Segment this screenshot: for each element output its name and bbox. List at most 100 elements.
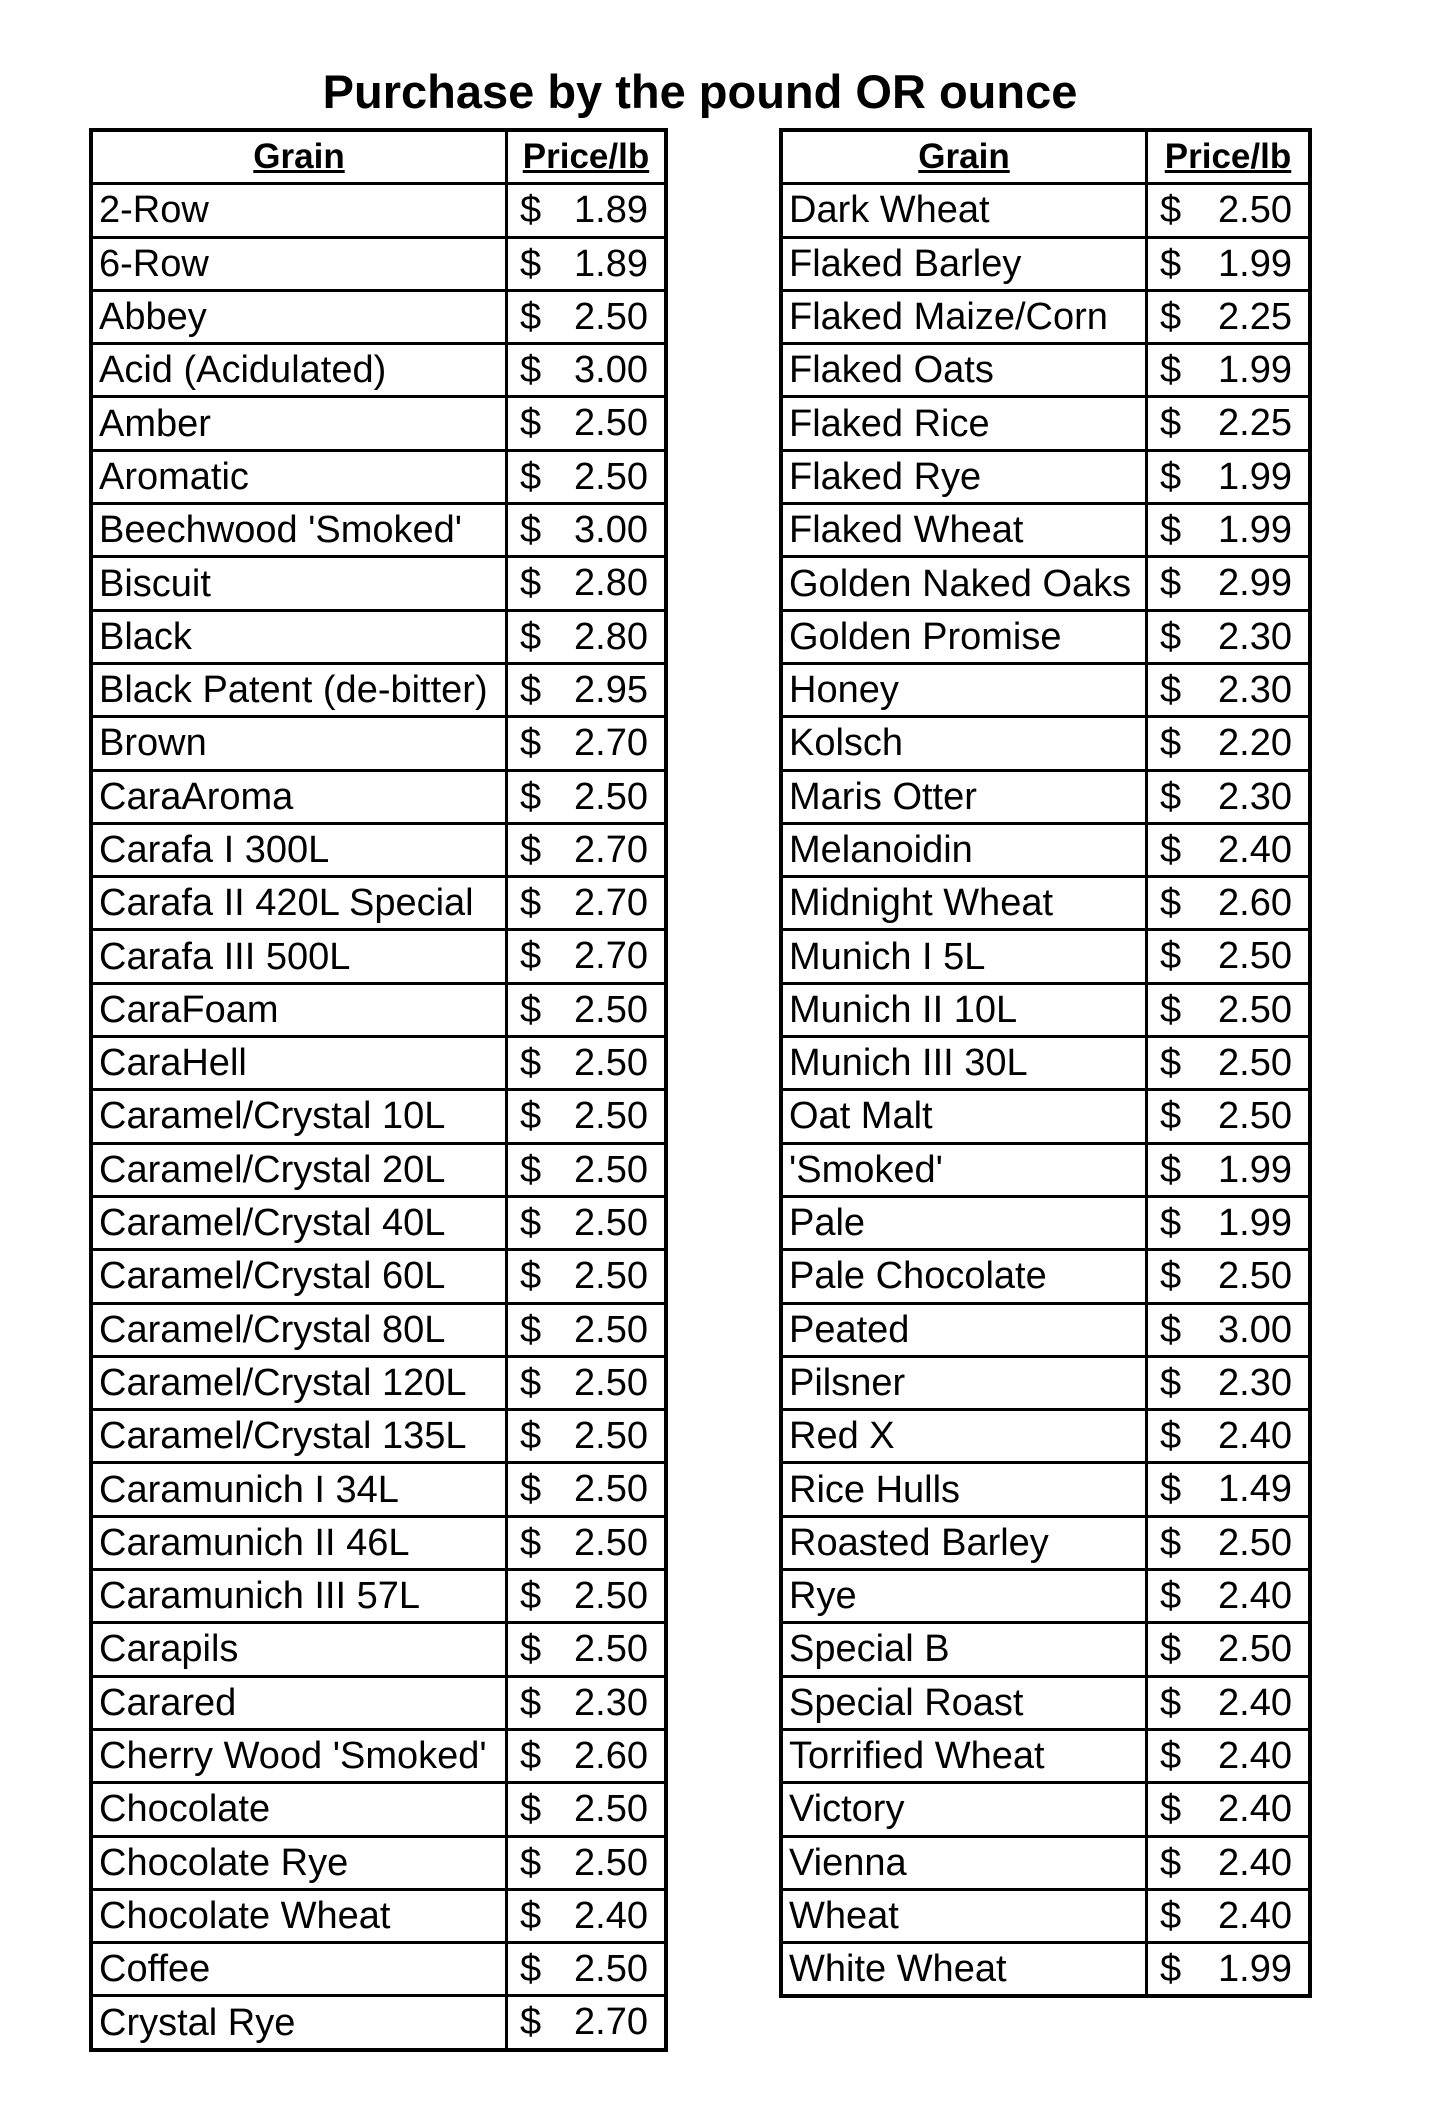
currency-symbol: $ xyxy=(1160,1734,1182,1777)
price-value: 3.00 xyxy=(1218,1308,1292,1351)
grain-name: CaraAroma xyxy=(89,768,508,825)
price-value: 2.70 xyxy=(574,935,648,978)
price-value: 2.50 xyxy=(1218,1628,1292,1671)
currency-symbol: $ xyxy=(520,1521,542,1564)
table-row: Rye $2.40 xyxy=(779,1568,1312,1625)
currency-symbol: $ xyxy=(520,189,542,232)
currency-symbol: $ xyxy=(520,1734,542,1777)
table-row: Peated $3.00 xyxy=(779,1301,1312,1358)
price-cell: $2.60 xyxy=(505,1727,668,1785)
grain-name: Torrified Wheat xyxy=(779,1727,1148,1785)
currency-symbol: $ xyxy=(1160,1575,1182,1618)
grain-name: Munich III 30L xyxy=(779,1035,1148,1092)
table-row: Caramel/Crystal 20L $2.50 xyxy=(89,1141,668,1198)
grain-name: Flaked Barley xyxy=(779,235,1148,292)
table-row: Vienna $2.40 xyxy=(779,1834,1312,1891)
price-cell: $2.40 xyxy=(1145,1568,1312,1625)
price-column-header: Price/lb xyxy=(1145,128,1312,186)
price-cell: $2.20 xyxy=(1145,715,1312,772)
currency-symbol: $ xyxy=(520,455,542,498)
price-value: 3.00 xyxy=(574,349,648,392)
table-row: Pale Chocolate $2.50 xyxy=(779,1248,1312,1305)
currency-symbol: $ xyxy=(520,2001,542,2044)
currency-symbol: $ xyxy=(520,828,542,871)
table-row: Special Roast $2.40 xyxy=(779,1674,1312,1731)
currency-symbol: $ xyxy=(520,1894,542,1937)
table-row: Maris Otter $2.30 xyxy=(779,768,1312,825)
table-row: Coffee $2.50 xyxy=(89,1941,668,1998)
price-value: 2.50 xyxy=(1218,1095,1292,1138)
grain-name: Caramel/Crystal 80L xyxy=(89,1301,508,1358)
price-value: 1.99 xyxy=(1218,455,1292,498)
grain-name: Beechwood 'Smoked' xyxy=(89,502,508,559)
table-row: Caramel/Crystal 60L $2.50 xyxy=(89,1248,668,1305)
price-cell: $2.50 xyxy=(1145,1088,1312,1145)
table-row: Flaked Oats $1.99 xyxy=(779,342,1312,399)
grain-name: Honey xyxy=(779,661,1148,719)
price-value: 2.50 xyxy=(574,1948,648,1991)
price-cell: $2.50 xyxy=(1145,1035,1312,1092)
grain-name: Golden Promise xyxy=(779,608,1148,665)
currency-symbol: $ xyxy=(1160,349,1182,392)
table-row: Flaked Rye $1.99 xyxy=(779,448,1312,506)
currency-symbol: $ xyxy=(520,1148,542,1191)
price-value: 2.50 xyxy=(1218,1521,1292,1564)
grain-name: Victory xyxy=(779,1781,1148,1838)
price-value: 2.50 xyxy=(574,1628,648,1671)
price-cell: $2.30 xyxy=(1145,1354,1312,1412)
grain-name: Caramel/Crystal 135L xyxy=(89,1408,508,1465)
currency-symbol: $ xyxy=(1160,1201,1182,1244)
currency-symbol: $ xyxy=(520,1628,542,1671)
table-row: Abbey $2.50 xyxy=(89,288,668,346)
grain-name: Kolsch xyxy=(779,715,1148,772)
price-cell: $1.99 xyxy=(1145,342,1312,399)
price-cell: $2.30 xyxy=(1145,661,1312,719)
table-row: Rice Hulls $1.49 xyxy=(779,1461,1312,1518)
price-cell: $2.25 xyxy=(1145,395,1312,452)
currency-symbol: $ xyxy=(520,1788,542,1831)
table-row: Carapils $2.50 xyxy=(89,1621,668,1678)
currency-symbol: $ xyxy=(520,722,542,765)
table-row: Crystal Rye $2.70 xyxy=(89,1994,668,2052)
currency-symbol: $ xyxy=(1160,1415,1182,1458)
price-cell: $2.40 xyxy=(1145,1674,1312,1731)
grain-name: Caramel/Crystal 20L xyxy=(89,1141,508,1198)
table-row: Amber $2.50 xyxy=(89,395,668,452)
price-value: 2.50 xyxy=(1218,189,1292,232)
currency-symbol: $ xyxy=(520,988,542,1031)
currency-symbol: $ xyxy=(1160,562,1182,605)
price-cell: $2.70 xyxy=(505,821,668,879)
price-cell: $2.50 xyxy=(505,1834,668,1891)
table-row: Special B $2.50 xyxy=(779,1621,1312,1678)
currency-symbol: $ xyxy=(1160,615,1182,658)
table-row: Caramel/Crystal 10L $2.50 xyxy=(89,1088,668,1145)
table-row: Munich III 30L $2.50 xyxy=(779,1035,1312,1092)
price-value: 2.25 xyxy=(1218,402,1292,445)
price-cell: $2.40 xyxy=(1145,1727,1312,1785)
grain-name: Special Roast xyxy=(779,1674,1148,1731)
price-cell: $2.50 xyxy=(505,288,668,346)
grain-name: Abbey xyxy=(89,288,508,346)
price-value: 2.30 xyxy=(1218,668,1292,711)
table-row: Acid (Acidulated) $3.00 xyxy=(89,342,668,399)
table-row: Chocolate Wheat $2.40 xyxy=(89,1887,668,1945)
price-value: 2.50 xyxy=(574,455,648,498)
price-cell: $2.50 xyxy=(505,1568,668,1625)
price-value: 2.50 xyxy=(574,1841,648,1884)
price-cell: $2.99 xyxy=(1145,555,1312,612)
grain-name: Carafa II 420L Special xyxy=(89,875,508,932)
price-cell: $2.40 xyxy=(505,1887,668,1945)
table-row: Melanoidin $2.40 xyxy=(779,821,1312,879)
grain-name: CaraHell xyxy=(89,1035,508,1092)
price-cell: $2.80 xyxy=(505,608,668,665)
grain-name: Munich I 5L xyxy=(779,928,1148,985)
grain-name: Wheat xyxy=(779,1887,1148,1945)
grain-name: Chocolate Wheat xyxy=(89,1887,508,1945)
grain-name: Carapils xyxy=(89,1621,508,1678)
grain-name: Red X xyxy=(779,1408,1148,1465)
grain-name: 2-Row xyxy=(89,182,508,239)
table-row: Beechwood 'Smoked' $3.00 xyxy=(89,502,668,559)
grain-name: Crystal Rye xyxy=(89,1994,508,2052)
price-cell: $2.40 xyxy=(1145,1834,1312,1891)
currency-symbol: $ xyxy=(520,509,542,552)
